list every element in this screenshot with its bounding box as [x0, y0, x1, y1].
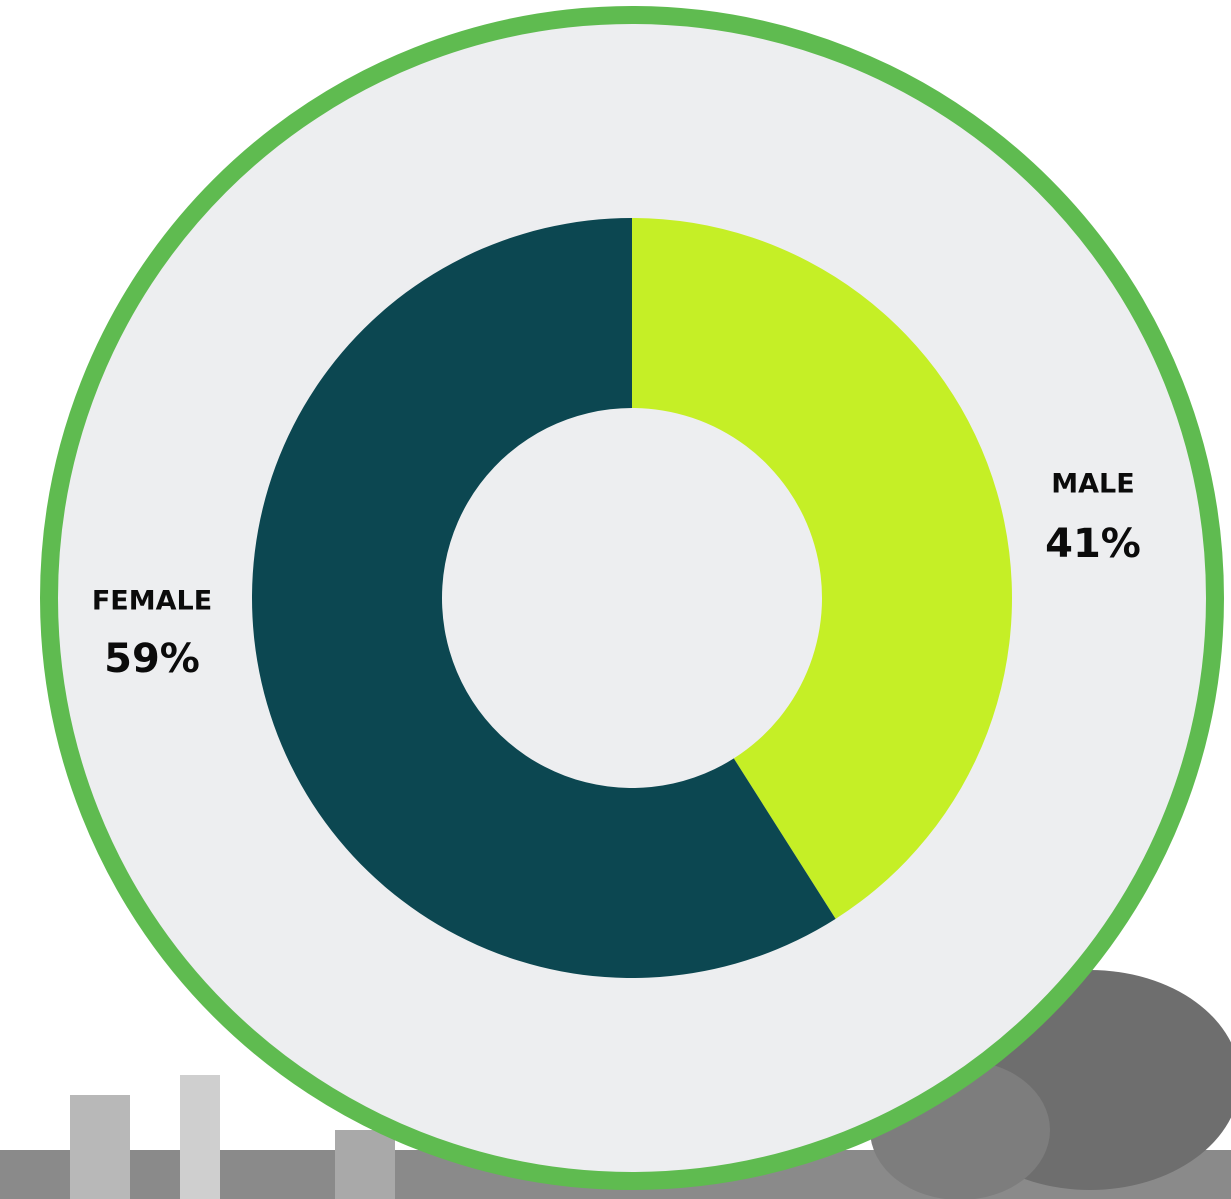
category-label: FEMALE	[92, 586, 212, 617]
chart: MALE 41% FEMALE 59%	[0, 0, 1231, 1199]
frame-circle	[49, 15, 1215, 1181]
value-label: 59%	[104, 636, 200, 682]
category-label: MALE	[1051, 469, 1134, 500]
value-label: 41%	[1045, 521, 1141, 567]
page: {"chart_data": {"type": "donut", "catego…	[0, 0, 1231, 1199]
